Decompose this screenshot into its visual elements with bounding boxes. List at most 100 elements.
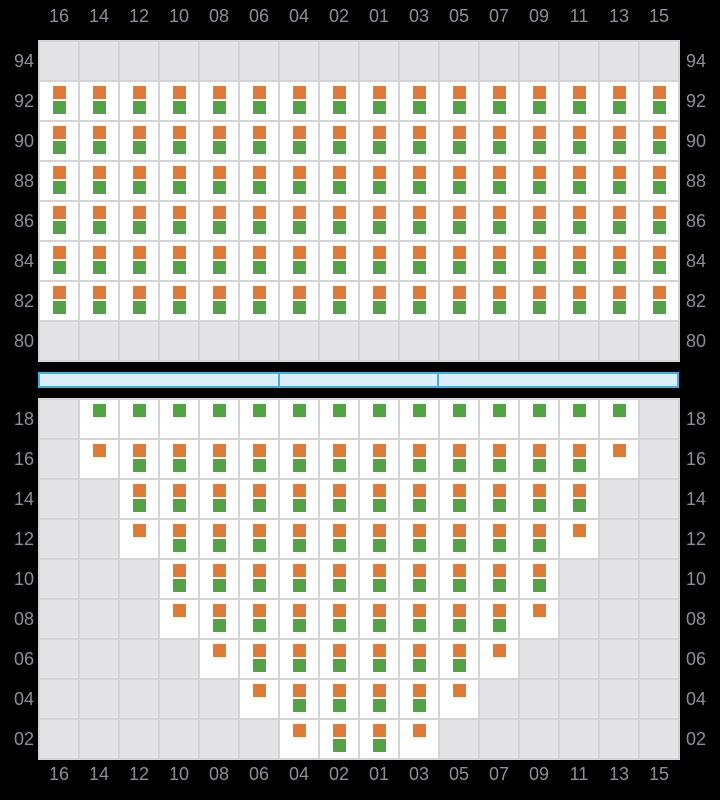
slot-cell[interactable] <box>80 400 118 438</box>
slot-cell[interactable] <box>280 202 318 240</box>
slot-cell[interactable] <box>240 282 278 320</box>
slot-cell[interactable] <box>360 480 398 518</box>
slot-cell[interactable] <box>600 242 638 280</box>
slot-cell[interactable] <box>160 520 198 558</box>
slot-cell[interactable] <box>400 202 438 240</box>
slot-cell[interactable] <box>480 282 518 320</box>
slot-cell[interactable] <box>360 400 398 438</box>
slot-cell[interactable] <box>200 282 238 320</box>
slot-cell[interactable] <box>480 242 518 280</box>
slot-cell[interactable] <box>80 440 118 478</box>
slot-cell[interactable] <box>440 640 478 678</box>
hatch-cover-segment[interactable] <box>38 372 280 388</box>
hatch-cover-segment[interactable] <box>437 372 679 388</box>
slot-cell[interactable] <box>320 400 358 438</box>
slot-cell[interactable] <box>160 162 198 200</box>
slot-cell[interactable] <box>160 202 198 240</box>
slot-cell[interactable] <box>400 600 438 638</box>
slot-cell[interactable] <box>480 560 518 598</box>
hatch-cover-segment[interactable] <box>278 372 439 388</box>
slot-cell[interactable] <box>400 242 438 280</box>
slot-cell[interactable] <box>640 82 678 120</box>
slot-cell[interactable] <box>400 480 438 518</box>
slot-cell[interactable] <box>520 122 558 160</box>
slot-cell[interactable] <box>320 480 358 518</box>
slot-cell[interactable] <box>400 122 438 160</box>
slot-cell[interactable] <box>560 400 598 438</box>
slot-cell[interactable] <box>200 400 238 438</box>
slot-cell[interactable] <box>480 400 518 438</box>
slot-cell[interactable] <box>80 122 118 160</box>
slot-cell[interactable] <box>320 560 358 598</box>
slot-cell[interactable] <box>360 282 398 320</box>
slot-cell[interactable] <box>600 282 638 320</box>
slot-cell[interactable] <box>240 82 278 120</box>
slot-cell[interactable] <box>280 600 318 638</box>
slot-cell[interactable] <box>320 282 358 320</box>
slot-cell[interactable] <box>80 202 118 240</box>
slot-cell[interactable] <box>200 122 238 160</box>
slot-cell[interactable] <box>440 282 478 320</box>
slot-cell[interactable] <box>560 440 598 478</box>
slot-cell[interactable] <box>280 520 318 558</box>
slot-cell[interactable] <box>360 202 398 240</box>
slot-cell[interactable] <box>480 162 518 200</box>
slot-cell[interactable] <box>200 520 238 558</box>
slot-cell[interactable] <box>280 720 318 758</box>
slot-cell[interactable] <box>480 440 518 478</box>
slot-cell[interactable] <box>160 122 198 160</box>
slot-cell[interactable] <box>400 680 438 718</box>
slot-cell[interactable] <box>280 560 318 598</box>
slot-cell[interactable] <box>80 82 118 120</box>
slot-cell[interactable] <box>520 82 558 120</box>
slot-cell[interactable] <box>520 440 558 478</box>
slot-cell[interactable] <box>200 242 238 280</box>
slot-cell[interactable] <box>520 242 558 280</box>
slot-cell[interactable] <box>440 162 478 200</box>
slot-cell[interactable] <box>400 82 438 120</box>
slot-cell[interactable] <box>160 560 198 598</box>
slot-cell[interactable] <box>160 480 198 518</box>
slot-cell[interactable] <box>440 122 478 160</box>
slot-cell[interactable] <box>600 122 638 160</box>
slot-cell[interactable] <box>360 440 398 478</box>
slot-cell[interactable] <box>240 202 278 240</box>
slot-cell[interactable] <box>520 162 558 200</box>
slot-cell[interactable] <box>400 640 438 678</box>
slot-cell[interactable] <box>400 720 438 758</box>
slot-cell[interactable] <box>440 82 478 120</box>
slot-cell[interactable] <box>320 82 358 120</box>
slot-cell[interactable] <box>200 480 238 518</box>
slot-cell[interactable] <box>160 440 198 478</box>
slot-cell[interactable] <box>240 640 278 678</box>
slot-cell[interactable] <box>480 82 518 120</box>
slot-cell[interactable] <box>120 440 158 478</box>
slot-cell[interactable] <box>240 440 278 478</box>
slot-cell[interactable] <box>320 440 358 478</box>
slot-cell[interactable] <box>120 162 158 200</box>
slot-cell[interactable] <box>520 560 558 598</box>
slot-cell[interactable] <box>120 520 158 558</box>
slot-cell[interactable] <box>480 480 518 518</box>
slot-cell[interactable] <box>240 122 278 160</box>
slot-cell[interactable] <box>480 640 518 678</box>
slot-cell[interactable] <box>320 202 358 240</box>
slot-cell[interactable] <box>120 282 158 320</box>
slot-cell[interactable] <box>400 560 438 598</box>
slot-cell[interactable] <box>240 560 278 598</box>
slot-cell[interactable] <box>440 600 478 638</box>
slot-cell[interactable] <box>440 560 478 598</box>
slot-cell[interactable] <box>280 680 318 718</box>
slot-cell[interactable] <box>80 162 118 200</box>
slot-cell[interactable] <box>320 520 358 558</box>
slot-cell[interactable] <box>360 520 398 558</box>
slot-cell[interactable] <box>160 282 198 320</box>
slot-cell[interactable] <box>160 400 198 438</box>
slot-cell[interactable] <box>320 720 358 758</box>
slot-cell[interactable] <box>120 242 158 280</box>
slot-cell[interactable] <box>440 400 478 438</box>
slot-cell[interactable] <box>480 122 518 160</box>
slot-cell[interactable] <box>240 600 278 638</box>
slot-cell[interactable] <box>600 440 638 478</box>
slot-cell[interactable] <box>520 600 558 638</box>
